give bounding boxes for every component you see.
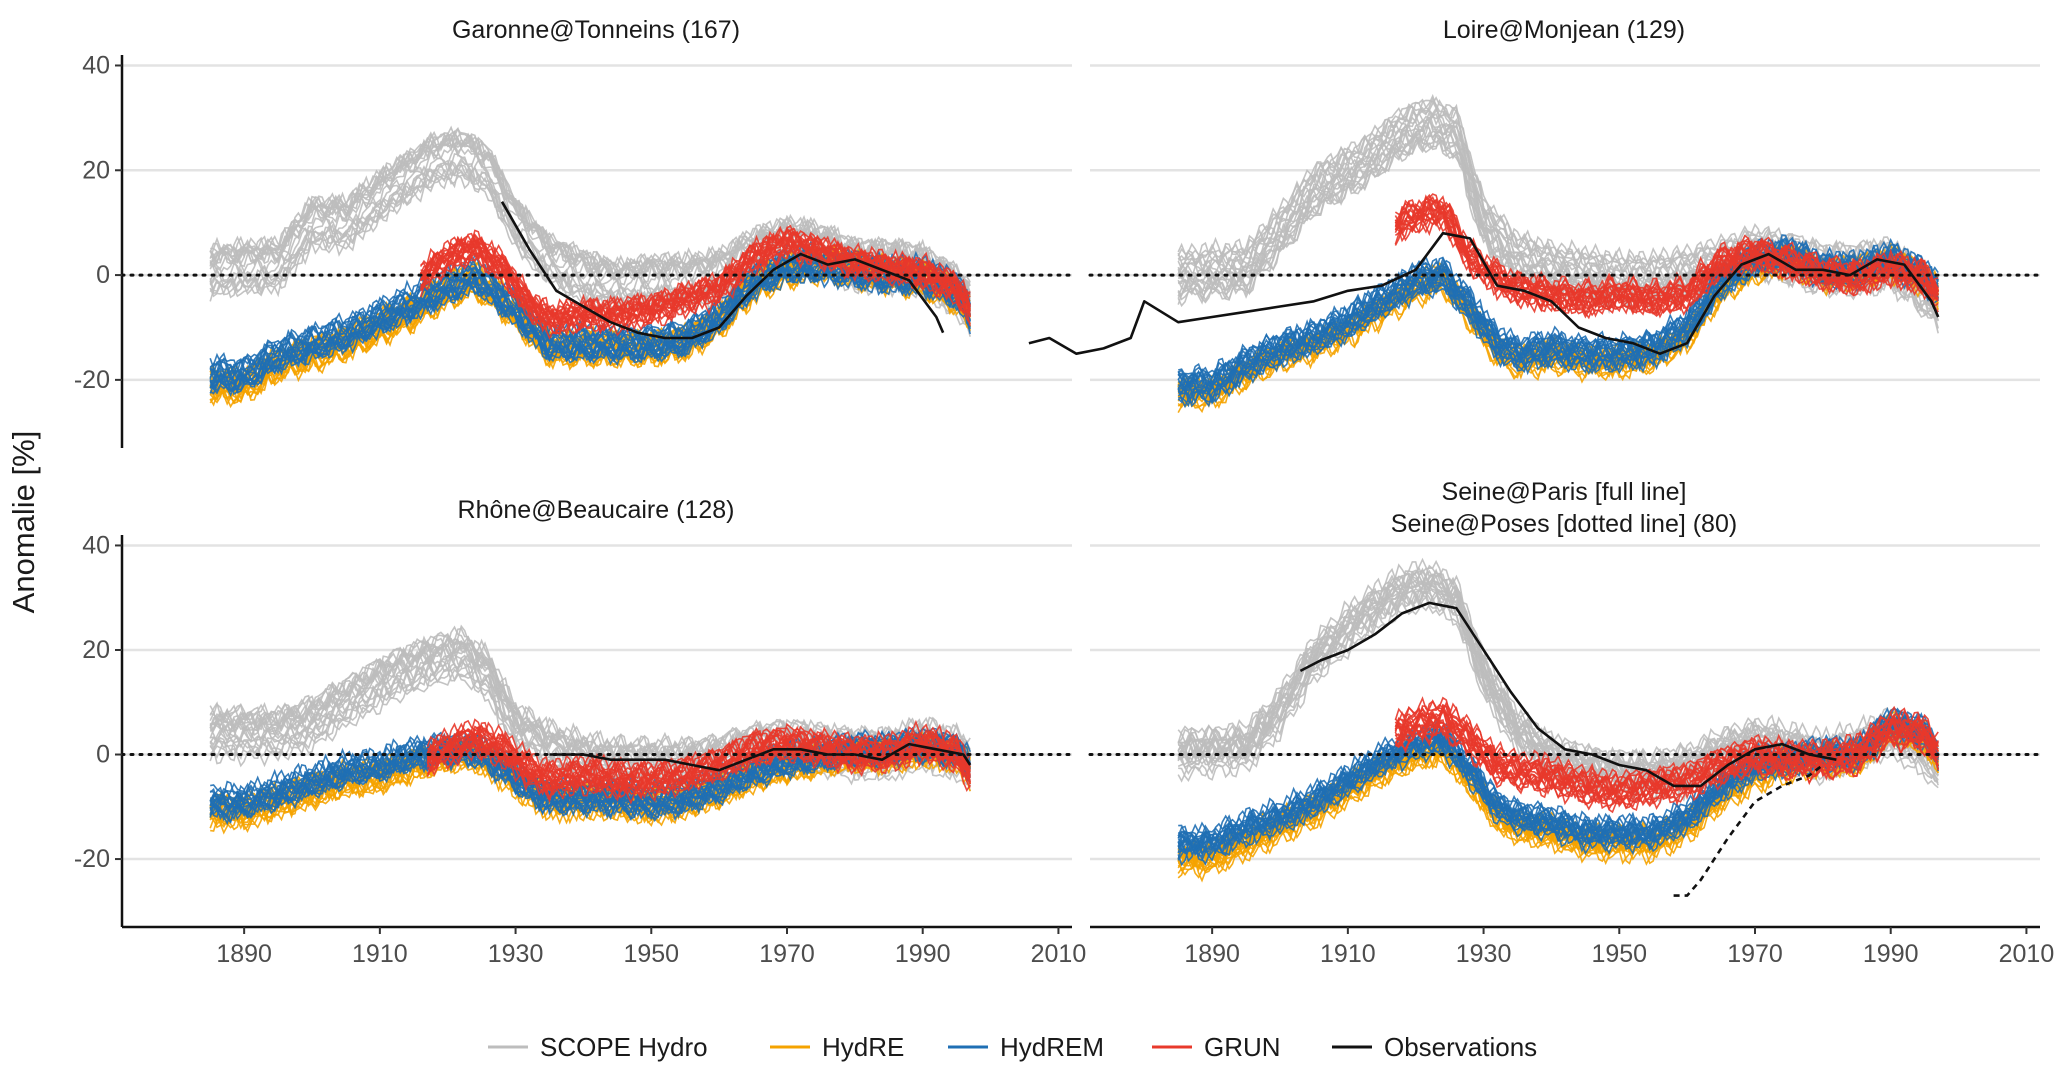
panel-loire: Loire@Monjean (129) <box>1028 16 2042 414</box>
x-tick-label-1990: 1990 <box>895 940 951 968</box>
x-tick-label-1910: 1910 <box>352 940 408 968</box>
series-line-grun-12 <box>1394 195 1939 303</box>
series-line-grun-16 <box>1395 716 1939 807</box>
x-tick-label-1990: 1990 <box>1863 940 1919 968</box>
series-line-hydrem-19 <box>209 261 971 396</box>
y-tick-label--20: -20 <box>74 366 110 394</box>
y-tick-label-40: 40 <box>82 531 110 559</box>
legend-label-observations: Observations <box>1384 1032 1537 1062</box>
series-line-grun-13 <box>1395 709 1939 802</box>
series-line-grun-16 <box>419 227 971 321</box>
x-tick-label-1930: 1930 <box>1456 940 1512 968</box>
x-tick-label-1890: 1890 <box>1184 940 1240 968</box>
series-line-grun-8 <box>426 744 971 805</box>
x-tick-label-1950: 1950 <box>623 940 679 968</box>
series-line-scope-hydro-16 <box>209 627 971 755</box>
series-line-scope-hydro-17 <box>209 127 971 295</box>
y-tick-label-20: 20 <box>82 156 110 184</box>
x-tick-label-2010: 2010 <box>1999 940 2055 968</box>
observations-line-panel-3-poses <box>1673 763 1824 897</box>
series-line-hydrem-15 <box>1178 258 1939 408</box>
series-line-grun-19 <box>1394 200 1939 310</box>
series-line-scope-hydro-14 <box>209 171 971 326</box>
series-line-grun-17 <box>420 244 971 332</box>
series-line-grun-18 <box>419 246 971 340</box>
observations-line-panel-0 <box>500 201 945 340</box>
observations-line-panel-1 <box>1028 231 1940 355</box>
x-tick-label-1970: 1970 <box>759 940 815 968</box>
y-tick-label-0: 0 <box>96 261 110 289</box>
x-tick-label-1910: 1910 <box>1320 940 1376 968</box>
legend-label-hydre: HydRE <box>822 1032 904 1062</box>
panel-title-loire: Loire@Monjean (129) <box>1443 16 1685 44</box>
series-line-hydrem-14 <box>209 735 971 812</box>
y-tick-label-40: 40 <box>82 51 110 79</box>
panel-garonne: Garonne@Tonneins (167) 40 20 0 -20 <box>74 16 1074 448</box>
series-line-scope-hydro-7 <box>1177 564 1939 769</box>
series-line-grun-19 <box>427 719 971 779</box>
panel-seine: Seine@Paris [full line] Seine@Poses [dot… <box>1088 478 2055 968</box>
x-tick-label-1970: 1970 <box>1727 940 1783 968</box>
legend-label-grun: GRUN <box>1204 1032 1281 1062</box>
x-tick-label-1950: 1950 <box>1591 940 1647 968</box>
observations-line-panel-2 <box>549 742 972 772</box>
y-tick-label--20: -20 <box>74 845 110 873</box>
legend-label-hydrem: HydREM <box>1000 1032 1104 1062</box>
legend-label-scope-hydro: SCOPE Hydro <box>540 1032 708 1062</box>
series-line-scope-hydro-2 <box>1177 557 1939 769</box>
x-tick-label-2010: 2010 <box>1031 940 1087 968</box>
observations-line-panel-3 <box>1299 601 1837 788</box>
y-tick-label-20: 20 <box>82 636 110 664</box>
y-tick-label-0: 0 <box>96 741 110 769</box>
series-line-grun-19 <box>419 234 971 327</box>
series-line-grun-19 <box>1395 707 1939 802</box>
series-line-scope-hydro-21 <box>209 131 971 297</box>
panel-title-rhone: Rhône@Beaucaire (128) <box>458 496 735 524</box>
series-line-hydrem-8 <box>1178 706 1939 840</box>
x-tick-label-1890: 1890 <box>216 940 272 968</box>
panel-title-seine-line1: Seine@Paris [full line] <box>1442 478 1687 506</box>
series-line-scope-hydro-21 <box>1178 97 1939 292</box>
legend: SCOPE Hydro HydRE HydREM GRUN Observations <box>488 1032 1537 1062</box>
series-grun-panel-0 <box>419 224 971 340</box>
y-axis-label: Anomalie [%] <box>6 431 41 614</box>
panel-rhone: Rhône@Beaucaire (128) 40 20 0 -20 1890 1910 19… <box>74 496 1086 968</box>
series-line-scope-hydro-13 <box>209 624 971 758</box>
series-line-grun-17 <box>1394 213 1939 315</box>
panel-title-seine-line2: Seine@Poses [dotted line] (80) <box>1391 510 1737 538</box>
x-tick-label-1930: 1930 <box>488 940 544 968</box>
series-line-grun-1 <box>1394 696 1939 790</box>
panel-title-garonne: Garonne@Tonneins (167) <box>452 16 740 44</box>
series-line-grun-17 <box>426 737 971 796</box>
